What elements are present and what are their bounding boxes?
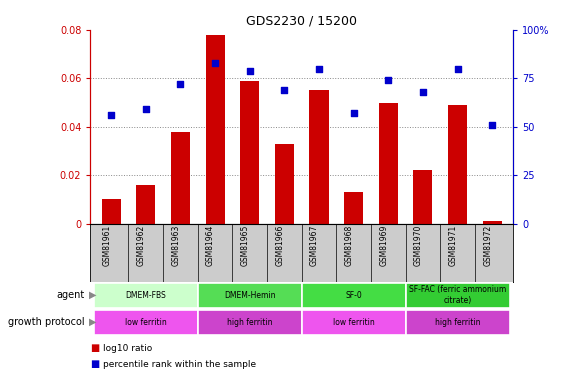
Bar [302,310,406,334]
Text: GSM81969: GSM81969 [380,225,388,266]
Bar [302,283,406,308]
Text: high ferritin: high ferritin [435,318,480,327]
Title: GDS2230 / 15200: GDS2230 / 15200 [246,15,357,27]
Point [418,89,427,95]
Text: growth protocol: growth protocol [8,317,85,327]
Point [176,81,185,87]
Text: SF-0: SF-0 [345,291,362,300]
Bar [413,170,433,224]
Bar [198,283,302,308]
Bar [240,81,259,224]
Point [314,66,324,72]
Bar [406,310,510,334]
Bar [101,200,121,223]
Bar [136,185,155,224]
Text: log10 ratio: log10 ratio [103,344,152,352]
Text: DMEM-FBS: DMEM-FBS [125,291,166,300]
Text: GSM81963: GSM81963 [171,225,181,266]
Text: GSM81968: GSM81968 [345,225,354,266]
Bar [275,144,294,224]
Point [349,110,359,116]
Text: SF-FAC (ferric ammonium
citrate): SF-FAC (ferric ammonium citrate) [409,285,506,305]
Bar [171,132,190,224]
Text: low ferritin: low ferritin [333,318,374,327]
Bar [310,90,329,224]
Text: GSM81966: GSM81966 [275,225,285,266]
Point [107,112,116,118]
Bar [483,221,502,224]
Bar [448,105,467,224]
Point [141,106,150,112]
Bar [379,102,398,224]
Text: GSM81972: GSM81972 [483,225,492,266]
Text: agent: agent [57,290,85,300]
Text: GSM81967: GSM81967 [310,225,319,266]
Text: ▶: ▶ [89,317,97,327]
Text: GSM81970: GSM81970 [414,225,423,266]
Point [453,66,462,72]
Text: GSM81964: GSM81964 [206,225,215,266]
Text: GSM81961: GSM81961 [102,225,111,266]
Point [487,122,497,128]
Text: DMEM-Hemin: DMEM-Hemin [224,291,276,300]
Text: GSM81962: GSM81962 [137,225,146,266]
Text: ▶: ▶ [89,290,97,300]
Point [384,77,393,83]
Text: ■: ■ [90,343,100,353]
Point [245,68,254,74]
Bar [94,283,198,308]
Text: GSM81965: GSM81965 [241,225,250,266]
Text: percentile rank within the sample: percentile rank within the sample [103,360,257,369]
Bar [206,35,224,224]
Bar [198,310,302,334]
Bar [406,283,510,308]
Bar [94,310,198,334]
Text: high ferritin: high ferritin [227,318,272,327]
Text: low ferritin: low ferritin [125,318,167,327]
Bar [344,192,363,224]
Point [210,60,220,66]
Text: ■: ■ [90,359,100,369]
Text: GSM81971: GSM81971 [448,225,458,266]
Point [280,87,289,93]
